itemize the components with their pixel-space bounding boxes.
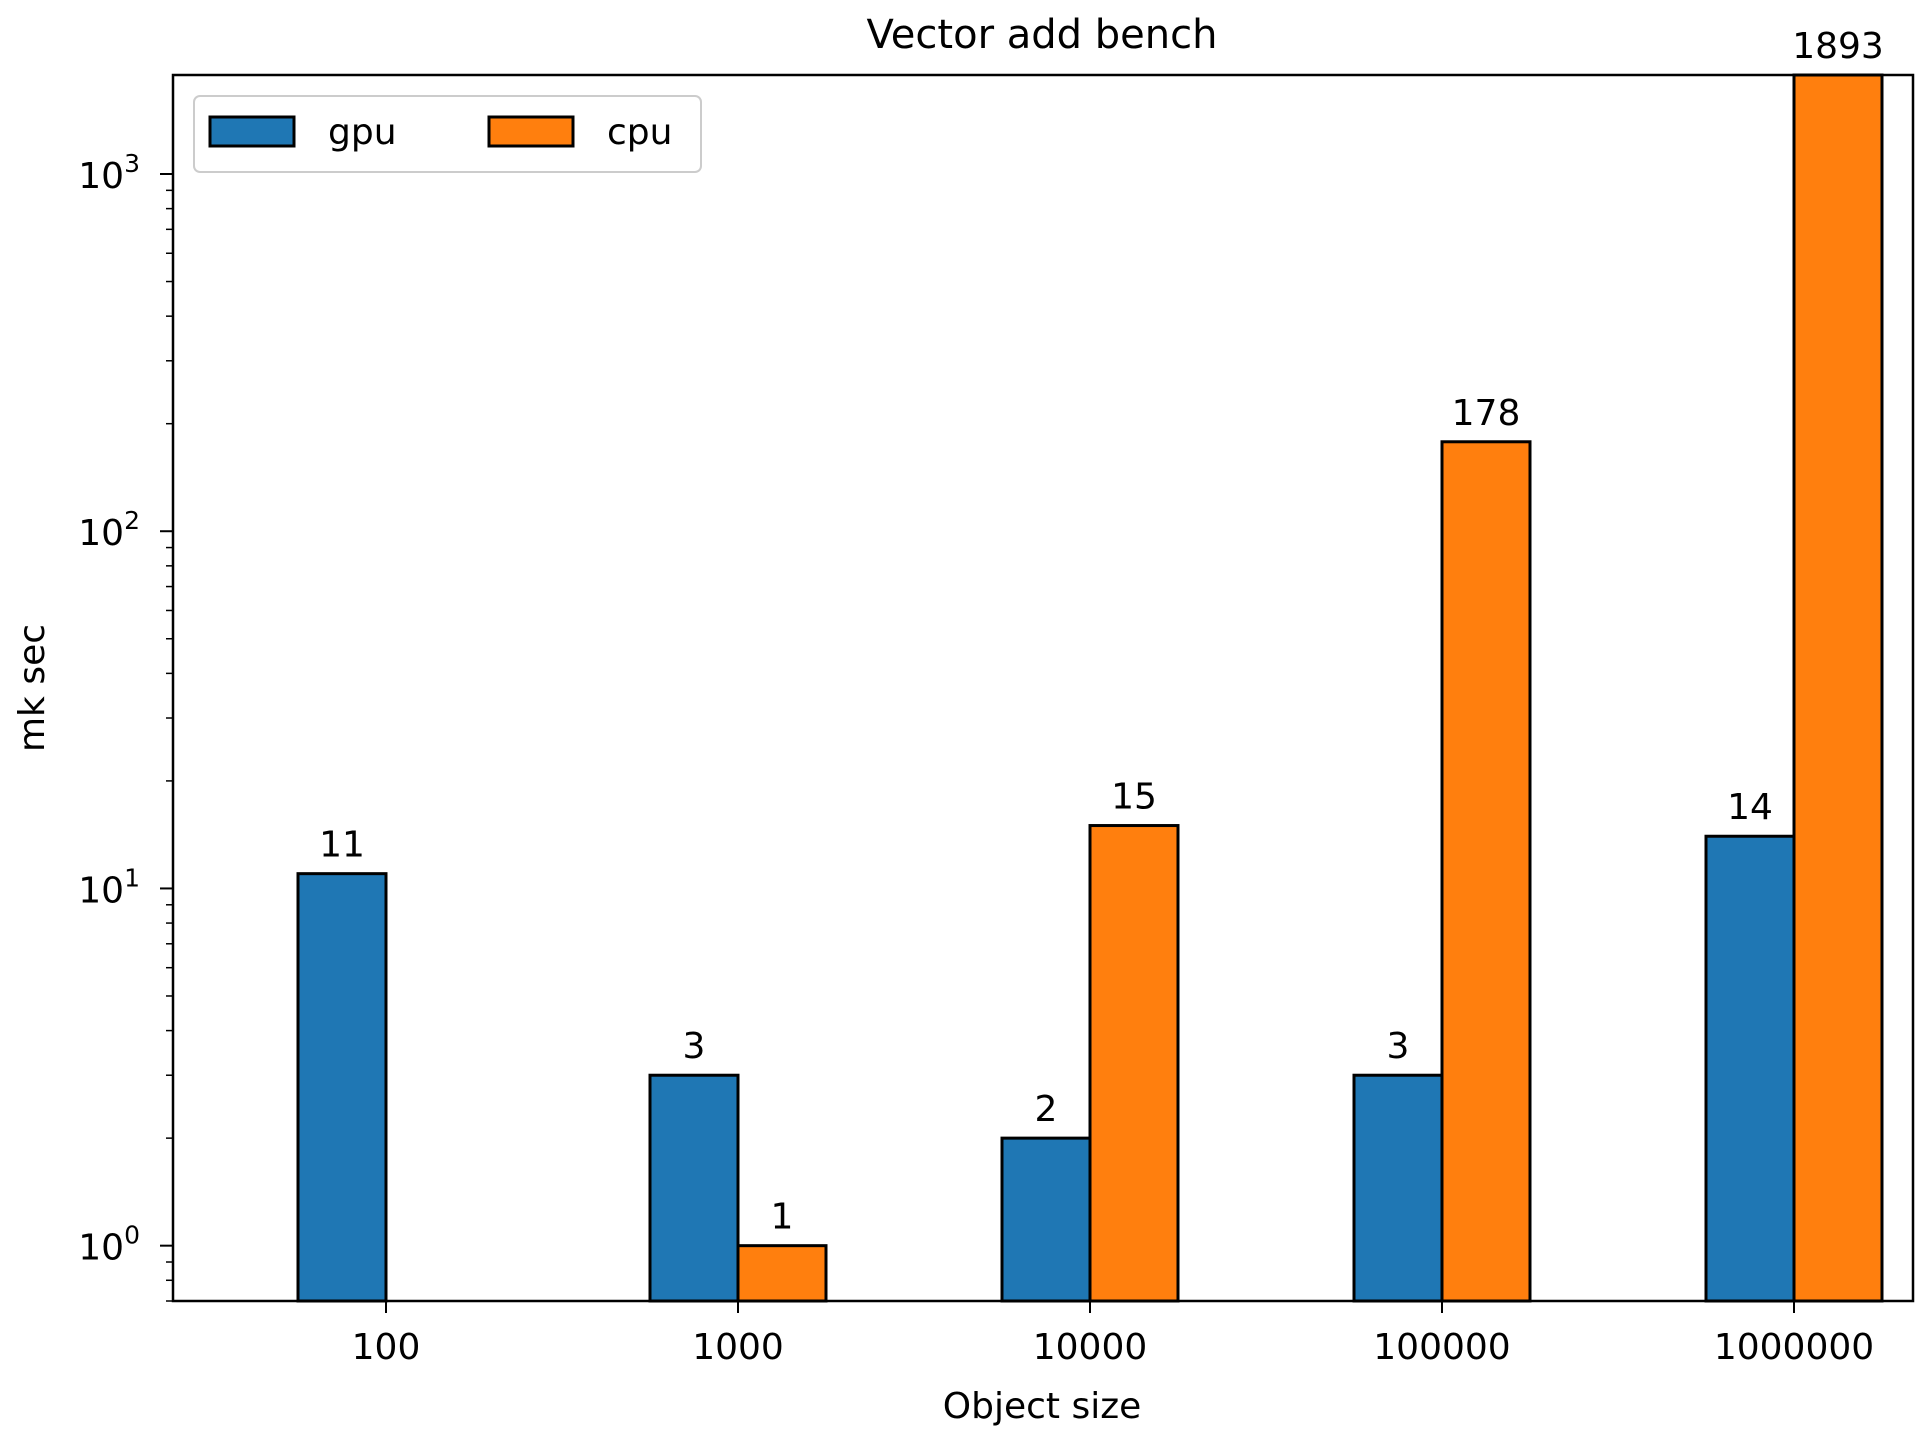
x-tick-label-1000000: 1000000: [1714, 1327, 1874, 1368]
bar-cpu-1000000: [1792, 73, 1884, 1303]
y-tick-label-2: 102: [78, 506, 140, 554]
legend-label-gpu: gpu: [328, 112, 397, 153]
x-tick-label-100: 100: [352, 1327, 421, 1368]
plot-area: 11 3 2 3 14 1 15 178 1893 100 1000 10000 100000 10000…: [78, 26, 1884, 1368]
data-label-gpu-10000: 2: [1035, 1089, 1058, 1130]
chart-title: Vector add bench: [867, 12, 1218, 58]
data-label-cpu-1000000: 1893: [1792, 26, 1884, 67]
y-tick-label-3: 103: [78, 149, 140, 197]
data-label-cpu-1000: 1: [771, 1197, 794, 1238]
x-axis-label: Object size: [943, 1386, 1142, 1427]
y-axis-label: mk sec: [12, 624, 53, 752]
legend-box: [193, 95, 702, 173]
bar-cpu-10000: [1088, 824, 1180, 1303]
bar-gpu-100: [296, 872, 388, 1303]
data-label-gpu-100: 11: [319, 825, 365, 866]
bar-cpu-100000: [1440, 440, 1532, 1303]
x-tick-label-10000: 10000: [1033, 1327, 1148, 1368]
x-tick-label-1000: 1000: [692, 1327, 784, 1368]
bar-gpu-10000: [1000, 1136, 1092, 1303]
bar-gpu-100000: [1352, 1073, 1444, 1303]
legend: gpu cpu: [193, 95, 702, 173]
legend-label-cpu: cpu: [607, 112, 672, 153]
bar-gpu-1000: [648, 1073, 740, 1303]
axes-frame: [171, 73, 1915, 1303]
y-tick-label-0: 100: [78, 1221, 140, 1269]
legend-swatch-gpu: [208, 115, 296, 148]
y-tick-label-1: 101: [78, 863, 140, 911]
data-label-cpu-10000: 15: [1111, 777, 1157, 818]
legend-swatch-cpu: [487, 115, 575, 148]
data-label-cpu-100000: 178: [1452, 393, 1521, 434]
x-tick-label-100000: 100000: [1373, 1327, 1510, 1368]
bar-gpu-1000000: [1704, 834, 1796, 1303]
data-label-gpu-100000: 3: [1387, 1026, 1410, 1067]
data-label-gpu-1000: 3: [683, 1026, 706, 1067]
data-label-gpu-1000000: 14: [1727, 787, 1773, 828]
bar-cpu-1000: [736, 1244, 828, 1303]
